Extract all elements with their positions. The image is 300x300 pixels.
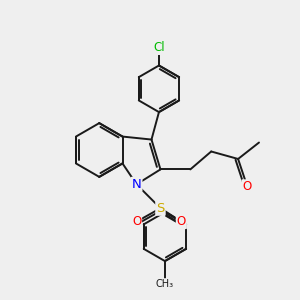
Text: N: N — [132, 178, 141, 191]
Text: CH₃: CH₃ — [156, 279, 174, 289]
Text: O: O — [132, 215, 141, 228]
Text: O: O — [177, 215, 186, 228]
Text: O: O — [242, 180, 252, 193]
Text: Cl: Cl — [153, 41, 165, 54]
Text: S: S — [156, 202, 165, 215]
